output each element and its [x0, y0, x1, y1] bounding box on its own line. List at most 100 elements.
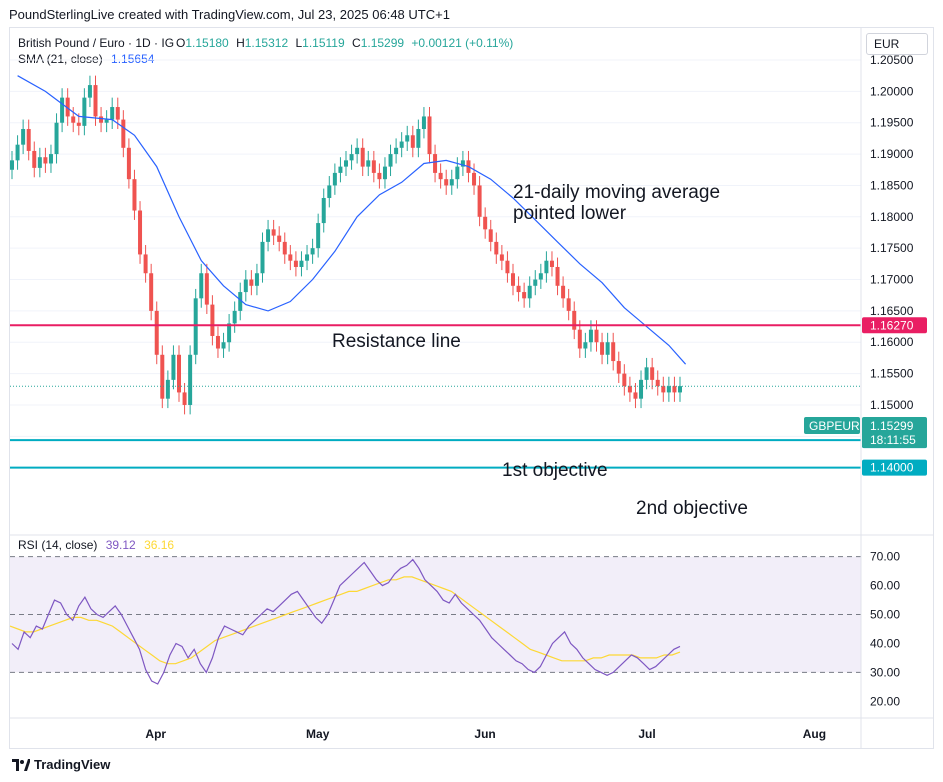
candle-body	[21, 128, 26, 145]
candle-body	[82, 97, 87, 126]
candle-body	[238, 292, 243, 311]
candle-body	[661, 386, 666, 393]
candle-body	[394, 147, 399, 155]
annotation-resistance: Resistance line	[332, 331, 461, 352]
rsi-axis-label: 40.00	[870, 636, 900, 650]
candle-body	[254, 273, 259, 286]
candle-body	[149, 273, 154, 311]
candle-body	[511, 273, 515, 286]
candle-body	[499, 254, 504, 261]
candle-body	[544, 260, 549, 274]
candle-body	[37, 157, 42, 168]
candle-body	[138, 210, 143, 255]
candle-body	[204, 273, 209, 305]
candle-body	[611, 342, 616, 362]
candle-body	[555, 266, 560, 286]
price-axis-label: 1.17000	[870, 273, 914, 287]
candle-body	[488, 229, 493, 242]
candle-body	[355, 147, 360, 155]
currency-selector[interactable]: EUR	[866, 33, 928, 55]
candle-body	[410, 135, 415, 148]
candle-body	[199, 273, 204, 299]
candle-body	[332, 172, 337, 186]
candle-body	[305, 254, 310, 261]
candle-body	[48, 154, 53, 164]
price-axis-label: 1.19000	[870, 147, 914, 161]
price-axis-label: 1.20000	[870, 84, 914, 98]
candle-body	[627, 386, 632, 393]
candle-body	[54, 122, 59, 155]
candle-body	[110, 107, 115, 120]
candle-body	[243, 279, 248, 293]
price-axis-label: 1.15500	[870, 367, 914, 381]
tradingview-brand: TradingView	[34, 757, 111, 772]
candle-body	[288, 254, 293, 261]
candle-body	[26, 128, 31, 151]
candle-body	[444, 179, 449, 186]
candle-body	[472, 172, 477, 186]
legend-ohlc: O1.15180 H1.15312 L1.15119 C1.15299 +0.0…	[176, 36, 513, 50]
rsi-axis-label: 30.00	[870, 665, 900, 679]
candle-body	[433, 154, 438, 173]
candle-body	[104, 119, 109, 123]
candle-body	[160, 354, 165, 399]
price-axis-label: 1.17500	[870, 241, 914, 255]
price-axis-label: 1.16000	[870, 335, 914, 349]
candle-body	[421, 116, 426, 129]
candle-body	[349, 154, 354, 161]
candle-body	[215, 335, 220, 349]
price-axis-label: 1.19500	[870, 116, 914, 130]
candle-body	[32, 150, 37, 168]
candle-body	[516, 285, 521, 293]
price-axis-label: 1.20500	[870, 53, 914, 67]
candle-body	[449, 179, 454, 186]
horizontal-line-tag	[862, 317, 927, 334]
candle-body	[678, 386, 682, 393]
candle-body	[377, 172, 382, 180]
annotation-objective-2: 2nd objective	[636, 498, 748, 519]
candle-body	[43, 157, 48, 164]
candle-body	[266, 229, 271, 242]
candle-body	[227, 323, 232, 343]
last-price-symbol-tag	[804, 417, 860, 434]
time-axis-label: May	[306, 727, 330, 741]
price-axis-label: 1.15000	[870, 398, 914, 412]
candle-body	[366, 160, 371, 167]
candle-body	[655, 379, 660, 387]
candle-body	[316, 223, 321, 249]
candle-body	[594, 329, 599, 343]
chart-frame	[9, 27, 934, 749]
candle-body	[572, 310, 577, 330]
candle-body	[87, 85, 92, 98]
candle-body	[310, 248, 315, 255]
annotation-objective-1: 1st objective	[502, 460, 608, 481]
candle-body	[633, 392, 638, 399]
candle-body	[282, 241, 287, 255]
last-price-symbol: GBPEUR	[809, 419, 860, 433]
time-axis-label: Apr	[145, 727, 166, 741]
time-axis-label: Jun	[474, 727, 495, 741]
price-axis-label: 1.16500	[870, 304, 914, 318]
candle-body	[577, 329, 582, 349]
candle-body	[605, 342, 610, 355]
candle-body	[271, 229, 276, 236]
candle-body	[460, 160, 465, 167]
last-price-tag	[862, 417, 927, 448]
candle-body	[132, 179, 137, 211]
candle-body	[494, 241, 499, 255]
annotation-sma-2: pointed lower	[513, 203, 627, 224]
candle-body	[321, 197, 326, 224]
candle-body	[143, 254, 148, 274]
candle-body	[154, 310, 159, 355]
attribution-text: PoundSterlingLive created with TradingVi…	[9, 7, 450, 22]
candle-body	[188, 354, 193, 405]
candle-body	[249, 279, 254, 286]
candle-body	[549, 260, 554, 267]
candle-body	[177, 354, 181, 393]
candle-body	[115, 107, 120, 120]
candle-body	[522, 292, 527, 299]
candle-body	[583, 342, 588, 349]
candle-body	[600, 342, 605, 355]
candle-body	[232, 310, 237, 324]
